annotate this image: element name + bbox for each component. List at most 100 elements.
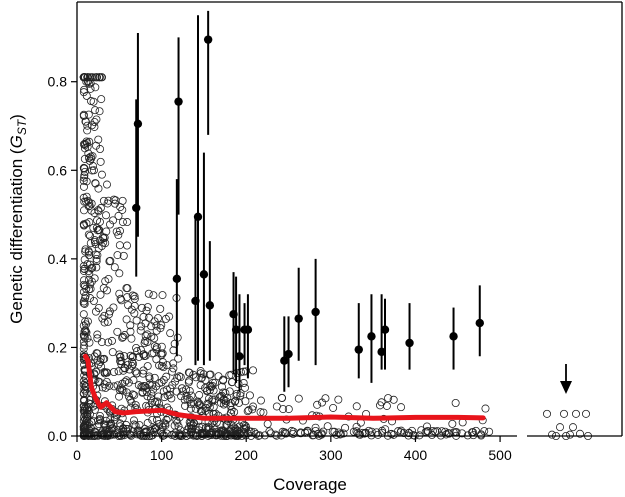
open-data-point xyxy=(572,409,581,418)
open-data-point xyxy=(81,117,90,126)
open-data-point xyxy=(225,371,234,380)
open-data-point xyxy=(191,404,200,413)
open-data-point xyxy=(79,297,88,306)
open-data-point xyxy=(256,396,265,405)
open-data-point xyxy=(79,73,88,82)
mean-data-point xyxy=(475,318,484,328)
open-data-point xyxy=(110,430,119,439)
open-data-point xyxy=(397,403,406,412)
open-data-point xyxy=(115,350,124,359)
open-data-point xyxy=(95,377,104,386)
open-data-point xyxy=(83,73,92,82)
open-data-point xyxy=(236,368,245,377)
open-data-point xyxy=(189,399,198,408)
mean-data-point xyxy=(354,345,363,354)
open-data-point xyxy=(79,423,88,432)
open-data-point xyxy=(92,254,101,263)
open-data-point xyxy=(83,260,92,269)
open-data-point xyxy=(104,196,113,205)
open-data-point xyxy=(197,374,206,383)
mean-data-point xyxy=(132,203,141,213)
open-data-point xyxy=(91,307,100,316)
open-data-point xyxy=(96,290,105,299)
open-data-point xyxy=(120,352,129,361)
open-data-point xyxy=(133,430,142,439)
open-data-point xyxy=(97,362,106,371)
open-data-point xyxy=(167,430,176,439)
open-data-point xyxy=(169,359,178,368)
open-data-point xyxy=(191,373,200,382)
open-data-point xyxy=(143,362,152,371)
open-data-point xyxy=(137,303,146,312)
open-data-point xyxy=(157,362,166,371)
open-data-point xyxy=(207,429,216,438)
open-data-point xyxy=(139,369,148,378)
open-data-point xyxy=(82,177,91,186)
open-data-point xyxy=(185,423,194,432)
open-data-point xyxy=(187,391,196,400)
open-data-point xyxy=(118,379,127,388)
open-data-point xyxy=(124,378,133,387)
open-data-point xyxy=(118,205,127,214)
open-data-point xyxy=(124,301,133,310)
open-data-point xyxy=(98,431,107,440)
open-data-point xyxy=(79,193,88,202)
open-data-point xyxy=(85,201,94,210)
open-data-point xyxy=(153,415,162,424)
open-data-point xyxy=(311,423,320,432)
x-tick-label: 500 xyxy=(488,447,512,463)
open-data-point xyxy=(136,326,145,335)
open-data-point xyxy=(433,427,442,436)
open-data-point xyxy=(93,330,102,339)
open-data-point xyxy=(281,429,290,438)
open-data-point xyxy=(217,430,226,439)
open-data-point xyxy=(132,369,141,378)
open-data-point xyxy=(214,372,223,381)
open-data-point xyxy=(163,391,172,400)
open-data-point xyxy=(191,431,200,440)
open-data-point xyxy=(203,399,212,408)
y-axis-title: Genetic differentiation (GST) xyxy=(7,114,29,324)
open-data-point xyxy=(352,422,361,431)
open-data-point xyxy=(129,359,138,368)
open-data-point xyxy=(80,264,89,273)
y-axis-title-var: G xyxy=(7,135,26,148)
open-data-point xyxy=(79,337,88,346)
y-tick-label: 0.2 xyxy=(48,339,68,355)
mean-data-point xyxy=(294,314,303,323)
open-data-point xyxy=(158,349,167,358)
open-data-point xyxy=(79,288,88,297)
open-data-point xyxy=(139,312,148,321)
open-data-point xyxy=(168,367,177,376)
open-data-point xyxy=(241,397,250,406)
open-data-point xyxy=(423,422,432,431)
open-data-point xyxy=(89,97,98,106)
y-tick-label: 0.0 xyxy=(48,428,68,444)
open-data-point xyxy=(196,381,205,390)
open-data-point xyxy=(83,317,92,326)
open-data-point xyxy=(130,420,139,429)
open-data-point xyxy=(80,385,89,394)
open-data-point xyxy=(80,413,89,422)
open-data-point xyxy=(158,291,167,300)
open-data-point xyxy=(144,289,153,298)
open-data-point xyxy=(415,431,424,440)
open-data-point xyxy=(186,404,195,413)
open-data-point xyxy=(122,315,131,324)
mean-data-point xyxy=(172,274,182,283)
open-data-point xyxy=(82,328,91,337)
open-data-point xyxy=(105,307,114,316)
open-data-point xyxy=(146,394,155,403)
open-data-point xyxy=(97,170,106,179)
open-data-point xyxy=(175,431,184,440)
open-data-point xyxy=(99,430,108,439)
open-data-point xyxy=(116,294,125,303)
open-data-point xyxy=(109,216,118,225)
open-data-point xyxy=(417,426,426,435)
open-data-point xyxy=(96,354,105,363)
open-data-point xyxy=(208,395,217,404)
open-data-point xyxy=(110,263,119,272)
open-data-point xyxy=(123,284,132,293)
open-data-point xyxy=(143,338,152,347)
open-data-point xyxy=(156,304,165,313)
